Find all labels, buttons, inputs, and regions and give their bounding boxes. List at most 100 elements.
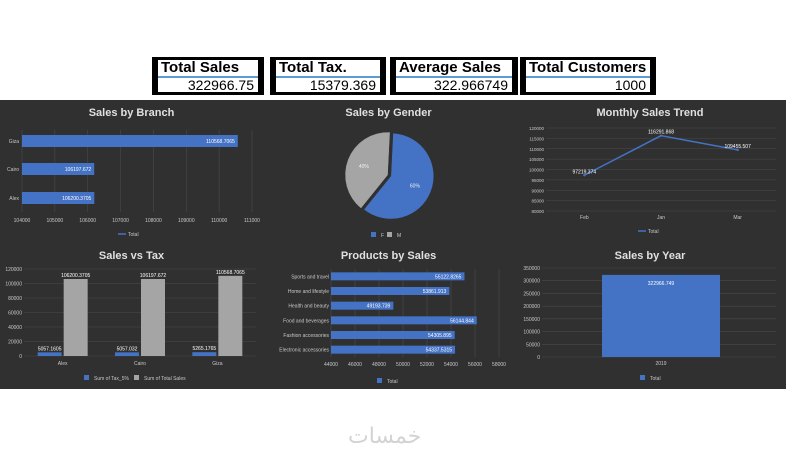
category-label: Mar	[733, 215, 742, 221]
tick-label: 107000	[112, 218, 129, 224]
data-label: 97219.374	[573, 169, 597, 175]
legend-label: Total	[650, 376, 661, 382]
kpi-value: 322.966749	[396, 78, 512, 92]
tick-label: 0	[537, 355, 540, 361]
category-label: Alex	[58, 361, 68, 367]
legend-swatch	[387, 232, 392, 237]
tick-label: 56000	[468, 362, 482, 368]
tick-label: 106000	[79, 218, 96, 224]
tick-label: 300000	[523, 279, 540, 285]
kpi-divider	[158, 76, 258, 78]
category-label: Cairo	[7, 167, 19, 173]
bar	[331, 345, 456, 354]
tick-label: 115000	[529, 136, 544, 141]
category-label: Sports and travel	[291, 274, 329, 280]
chart-panel-sales-by-branch: Sales by Branch 104000 105000 106000 107000…	[0, 100, 263, 243]
data-label: 110568.7065	[206, 139, 235, 145]
kpi-total-sales: Total Sales 322966.75	[152, 57, 264, 95]
sales-by-gender-chart: 60% 40% F M	[344, 131, 435, 239]
category-label: Giza	[9, 139, 20, 145]
tick-label: 50000	[526, 342, 540, 348]
data-label: 49193.739	[367, 304, 391, 310]
bar	[331, 287, 450, 295]
tick-label: 100000	[523, 330, 540, 336]
legend-label: Total	[648, 229, 659, 235]
kpi-label: Total Tax.	[276, 60, 380, 76]
data-label: 54337.5315	[426, 348, 453, 354]
chart-panel-monthly-sales-trend: Monthly Sales Trend 80000 85000 90000 95000…	[514, 100, 786, 243]
legend-label: F	[381, 233, 384, 239]
bar	[22, 135, 238, 147]
chart-title: Sales vs Tax	[98, 250, 165, 262]
legend-swatch	[84, 375, 89, 380]
bar	[192, 352, 217, 356]
tick-label: 111000	[244, 218, 260, 224]
products-by-sales-chart: 44000 46000 48000 50000 52000 54000 56000 58000…	[279, 269, 506, 385]
data-label: 5057.1605	[38, 346, 62, 352]
tick-label: 105000	[47, 218, 64, 224]
tick-label: 46000	[348, 362, 362, 368]
data-label: 54305.895	[428, 333, 452, 339]
kpi-total-customers: Total Customers 1000	[520, 57, 656, 95]
bar	[602, 274, 720, 357]
chart-panel-products-by-sales: Products by Sales 44000 46000 48000 50000 52…	[263, 243, 514, 389]
bar	[22, 163, 95, 175]
category-label: Fashion accessories	[283, 333, 329, 339]
bar	[141, 279, 165, 356]
tick-label: 120000	[5, 267, 22, 273]
bar	[218, 275, 243, 356]
tick-label: 52000	[420, 362, 434, 368]
tick-label: 104000	[14, 218, 31, 224]
kpi-average-sales: Average Sales 322.966749	[390, 57, 518, 95]
legend-swatch	[377, 378, 382, 383]
category-label: 2019	[655, 361, 666, 367]
sales-vs-tax-chart: 0 20000 40000 60000 80000 100000 120000 5057.16…	[5, 267, 256, 382]
tick-label: 85000	[531, 199, 544, 204]
data-label: 110568.7065	[216, 270, 245, 276]
data-point	[736, 148, 739, 152]
chart-title: Products by Sales	[340, 250, 437, 262]
kpi-divider	[526, 76, 650, 78]
tick-label: 108000	[145, 218, 162, 224]
data-label: 53861.913	[423, 289, 447, 295]
category-label: Giza	[212, 361, 223, 367]
legend-label: Sum of Tax_5%	[94, 376, 129, 382]
sales-by-year-chart: 0 50000 100000 150000 200000 250000 300000 3500…	[523, 266, 776, 382]
tick-label: 50000	[396, 362, 410, 368]
data-label: 60%	[410, 183, 421, 189]
data-label: 5057.032	[117, 346, 138, 352]
tick-label: 150000	[523, 317, 540, 323]
pie-slice	[363, 132, 435, 220]
kpi-value: 1000	[526, 78, 650, 92]
monthly-sales-trend-chart: 80000 85000 90000 95000 100000 105000 110000 11…	[529, 126, 776, 235]
chart-title: Sales by Gender	[345, 107, 432, 119]
data-label: 322966.749	[648, 281, 675, 287]
tick-label: 80000	[531, 209, 544, 214]
bar	[22, 192, 95, 204]
tick-label: 60000	[8, 311, 22, 317]
tick-label: 105000	[529, 157, 545, 162]
data-label: 106200.3705	[61, 273, 90, 279]
legend-swatch	[371, 232, 376, 237]
data-label: 5265.1765	[193, 346, 217, 352]
data-label: 116291.868	[648, 130, 674, 136]
kpi-value: 15379.369	[276, 78, 380, 92]
tick-label: 200000	[523, 304, 540, 310]
bar	[331, 316, 477, 325]
sales-by-branch-chart: 104000 105000 106000 107000 108000 109000 1100…	[7, 130, 260, 238]
chart-title: Monthly Sales Trend	[596, 107, 704, 119]
tick-label: 350000	[523, 266, 540, 272]
category-label: Alex	[9, 196, 19, 202]
legend-swatch	[640, 375, 645, 380]
category-label: Cairo	[134, 361, 146, 367]
bar	[331, 272, 465, 281]
bar	[115, 352, 139, 356]
category-label: Electronic accessories	[279, 348, 329, 354]
kpi-divider	[276, 76, 380, 78]
tick-label: 120000	[529, 126, 545, 131]
category-label: Health and beauty	[288, 304, 329, 310]
bar	[63, 279, 88, 356]
legend-swatch	[134, 375, 139, 380]
tick-label: 48000	[372, 362, 386, 368]
tick-label: 100000	[5, 282, 22, 288]
